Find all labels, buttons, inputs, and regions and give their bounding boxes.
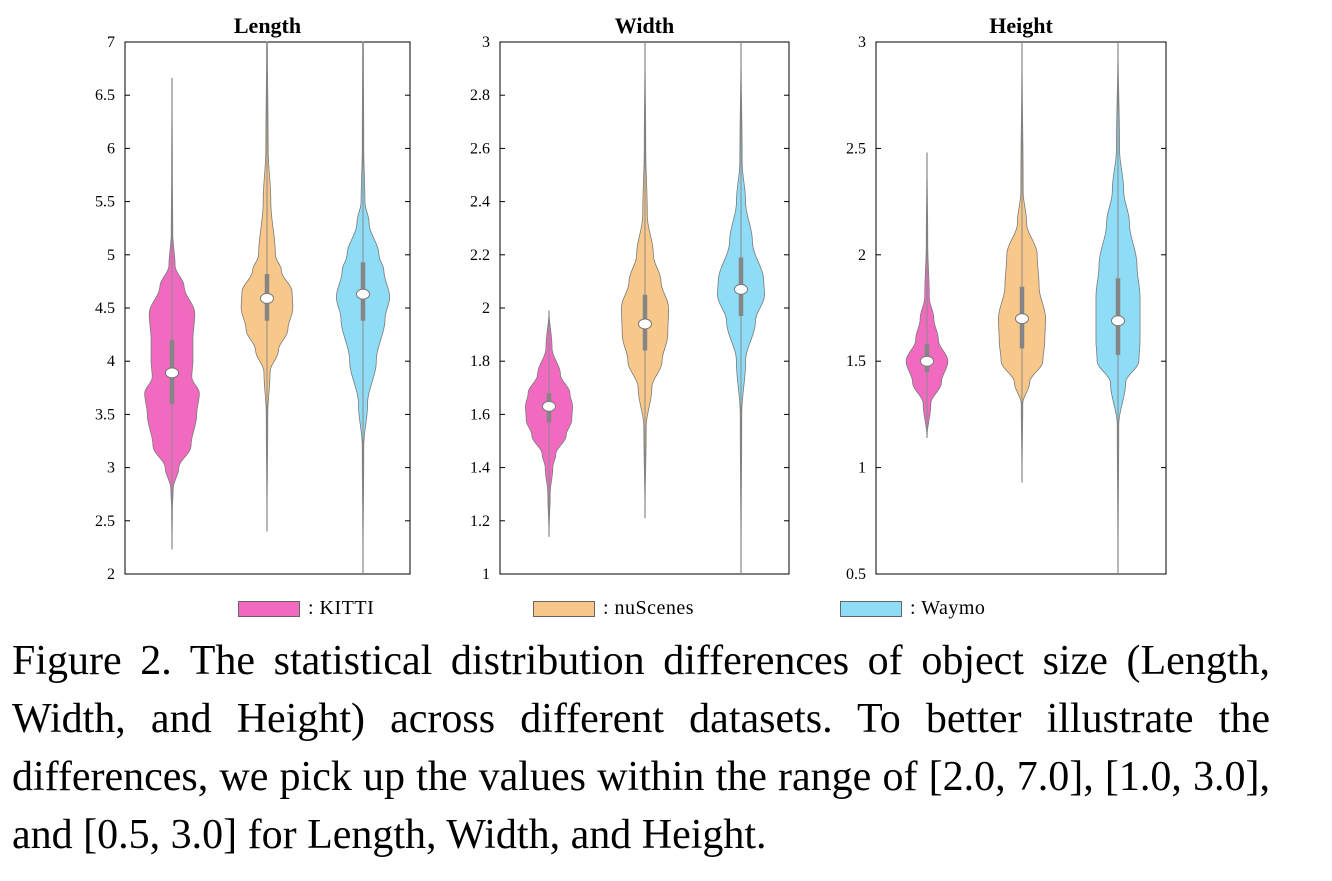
y-tick-label: 2.2: [470, 247, 490, 264]
y-tick-label: 2: [107, 566, 115, 583]
legend-label-waymo: : Waymo: [910, 597, 986, 619]
y-tick-label: 3: [858, 34, 866, 51]
y-tick-label: 1.6: [470, 406, 490, 423]
violin-kitti: [525, 310, 573, 537]
y-tick-label: 5: [107, 247, 115, 264]
violin-kitti: [905, 152, 949, 438]
y-tick-label: 2: [482, 300, 490, 317]
legend-item-nuscenes: : nuScenes: [533, 597, 694, 620]
y-tick-label: 5.5: [95, 194, 115, 211]
y-tick-label: 3: [107, 460, 115, 477]
y-tick-label: 1: [482, 566, 490, 583]
axes-frame: [875, 41, 1167, 575]
violin-nuscenes: [240, 41, 294, 532]
violin-waymo: [717, 42, 765, 574]
legend-swatch-kitti: [238, 600, 300, 617]
y-tick-label: 1.2: [470, 513, 490, 530]
median-marker: [165, 367, 179, 379]
y-tick-label: 7: [107, 34, 115, 51]
y-tick-label: 2.5: [846, 140, 866, 157]
violin-figure: Length 7 6.5 6 5.5 5 4.5 4 3.5 3 2.5 2 Width 3 2.8 2.6 2…: [95, 13, 1167, 583]
panel-width: Width 3 2.8 2.6 2.4 2.2 2 1.8 1.6 1.4 1.2 1: [470, 13, 790, 583]
y-tick-label: 1: [858, 460, 866, 477]
legend-item-waymo: : Waymo: [840, 597, 985, 620]
y-tick-label: 6.5: [95, 87, 115, 104]
median-marker: [260, 292, 274, 304]
violin-waymo: [336, 41, 390, 574]
violin-nuscenes: [998, 42, 1046, 483]
y-tick-label: 1.8: [470, 353, 490, 370]
panel-height: Height 3 2.5 2 1.5 1 0.5: [846, 13, 1167, 583]
legend-item-kitti: : KITTI: [238, 597, 374, 620]
y-tick-label: 0.5: [846, 566, 866, 583]
median-marker: [920, 355, 934, 367]
panel-title: Length: [234, 13, 301, 38]
legend-swatch-waymo: [840, 600, 902, 617]
median-marker: [1015, 313, 1029, 325]
y-tick-label: 2.4: [470, 194, 490, 211]
panel-length: Length 7 6.5 6 5.5 5 4.5 4 3.5 3 2.5 2: [95, 13, 411, 583]
legend: : KITTI : nuScenes : Waymo: [0, 597, 1332, 621]
y-tick-label: 3.5: [95, 406, 115, 423]
median-marker: [638, 318, 652, 330]
panel-title: Height: [989, 13, 1053, 38]
median-marker: [1111, 315, 1125, 327]
legend-label-nuscenes: : nuScenes: [603, 597, 695, 619]
y-tick-label: 2.6: [470, 140, 490, 157]
y-tick-label: 2.5: [95, 513, 115, 530]
y-tick-label: 6: [107, 140, 115, 157]
median-marker: [542, 400, 556, 412]
y-tick-label: 2: [858, 247, 866, 264]
legend-label-kitti: : KITTI: [308, 597, 375, 619]
y-tick-label: 2.8: [470, 87, 490, 104]
violin-kitti: [144, 78, 200, 550]
y-tick-label: 3: [482, 34, 490, 51]
violin-nuscenes: [621, 42, 669, 519]
panel-title: Width: [615, 13, 675, 38]
median-marker: [356, 288, 370, 300]
violin-waymo: [1095, 42, 1141, 574]
y-tick-label: 1.4: [470, 460, 490, 477]
figure-caption: Figure 2. The statistical distribution d…: [12, 638, 1270, 858]
median-marker: [734, 283, 748, 295]
y-tick-label: 1.5: [846, 353, 866, 370]
legend-swatch-nuscenes: [533, 600, 595, 617]
y-tick-label: 4.5: [95, 300, 115, 317]
y-tick-label: 4: [107, 353, 115, 370]
